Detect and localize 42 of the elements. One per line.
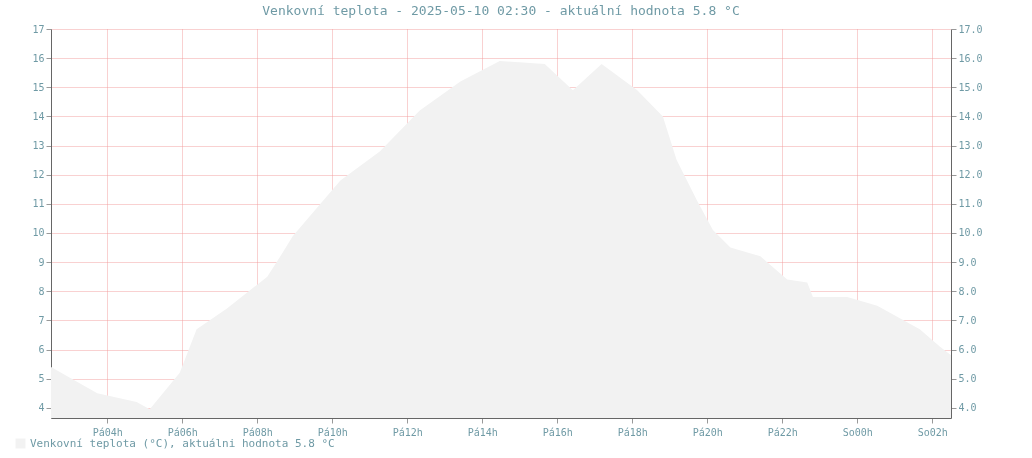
y2-tick-label: 14.0 (958, 110, 983, 122)
y2-tick-label: 13.0 (958, 140, 983, 152)
x-tick-label: Pá16h (542, 426, 573, 438)
legend-label: Venkovní teplota (°C), aktuálni hodnota 5.8 °C (30, 436, 335, 450)
y-tick-label: 7 (38, 314, 45, 326)
y2-tick-label: 11.0 (958, 198, 983, 210)
y2-tick-label: 6.0 (958, 344, 977, 356)
y2-tick-label: 5.0 (958, 373, 977, 385)
x-tick-label: Pá04h (92, 426, 123, 438)
y-tick-label: 11 (32, 198, 45, 210)
y-tick-label: 16 (32, 52, 45, 64)
y-tick-label: 14 (32, 110, 45, 122)
y2-tick-label: 7.0 (958, 314, 977, 326)
y-tick-label: 17 (32, 23, 45, 35)
y2-tick-label: 10.0 (958, 227, 983, 239)
x-tick-label: Pá06h (167, 426, 198, 438)
y2-tick-label: 4.0 (958, 402, 977, 414)
y-tick-label: 5 (38, 373, 45, 385)
chart-title: Venkovní teplota - 2025-05-10 02:30 - aktuální hodnota 5.8 °C (262, 3, 740, 18)
x-tick-label: Pá14h (467, 426, 498, 438)
y2-tick-label: 9.0 (958, 256, 977, 268)
y2-tick-label: 16.0 (958, 52, 983, 64)
x-tick-label: Pá08h (242, 426, 273, 438)
x-tick-label: Pá22h (767, 426, 798, 438)
y-tick-label: 6 (38, 344, 45, 356)
y-tick-label: 9 (38, 256, 45, 268)
y-tick-label: 10 (32, 227, 45, 239)
x-tick-label: So02h (917, 426, 948, 438)
y2-tick-label: 12.0 (958, 169, 983, 181)
y-tick-label: 8 (38, 285, 45, 297)
x-tick-label: Pá18h (617, 426, 648, 438)
y2-tick-label: 8.0 (958, 285, 977, 297)
y2-tick-label: 17.0 (958, 23, 983, 35)
y-tick-label: 12 (32, 169, 45, 181)
y-tick-label: 13 (32, 140, 45, 152)
y2-tick-label: 15.0 (958, 81, 983, 93)
y-tick-label: 4 (38, 402, 45, 414)
x-tick-label: Pá10h (317, 426, 348, 438)
y-tick-label: 15 (32, 81, 45, 93)
x-tick-label: So00h (842, 426, 873, 438)
x-tick-label: Pá20h (692, 426, 723, 438)
x-tick-label: Pá12h (392, 426, 423, 438)
